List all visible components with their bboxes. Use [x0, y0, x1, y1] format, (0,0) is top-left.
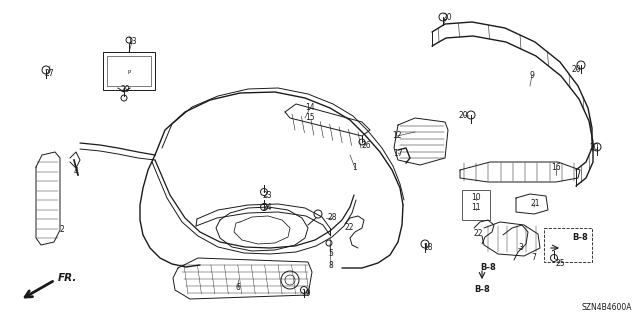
Text: P: P — [127, 70, 131, 75]
Text: 24: 24 — [262, 204, 272, 212]
Text: 22: 22 — [473, 229, 483, 239]
Text: 21: 21 — [531, 199, 540, 209]
Text: B-8: B-8 — [572, 234, 588, 242]
Text: 22: 22 — [344, 224, 354, 233]
Text: 9: 9 — [529, 70, 534, 79]
Text: 29: 29 — [120, 85, 130, 94]
Text: 26: 26 — [361, 140, 371, 150]
Text: 10: 10 — [471, 194, 481, 203]
Text: 14: 14 — [305, 103, 315, 113]
Text: 20: 20 — [458, 110, 468, 120]
Text: 8: 8 — [328, 262, 333, 271]
Text: B-8: B-8 — [474, 285, 490, 294]
Text: SZN4B4600A: SZN4B4600A — [582, 303, 632, 312]
Text: 5: 5 — [328, 249, 333, 258]
Text: 4: 4 — [74, 167, 79, 175]
Text: 7: 7 — [532, 254, 536, 263]
Text: 12: 12 — [392, 131, 402, 140]
Bar — [103, 52, 155, 90]
Text: 6: 6 — [236, 283, 241, 292]
Bar — [107, 56, 151, 86]
Text: 17: 17 — [393, 149, 403, 158]
Text: 19: 19 — [301, 288, 311, 298]
Text: 3: 3 — [518, 243, 524, 253]
Text: 23: 23 — [262, 191, 272, 201]
Text: 16: 16 — [551, 164, 561, 173]
Text: 20: 20 — [589, 143, 599, 152]
Text: FR.: FR. — [58, 273, 77, 283]
Text: 25: 25 — [555, 258, 565, 268]
Text: 28: 28 — [327, 213, 337, 222]
Text: 20: 20 — [571, 65, 581, 75]
Text: 18: 18 — [423, 242, 433, 251]
Text: 27: 27 — [44, 69, 54, 78]
Bar — [462, 190, 490, 220]
Text: 11: 11 — [471, 204, 481, 212]
Text: 20: 20 — [442, 13, 452, 23]
Text: 2: 2 — [60, 226, 65, 234]
Text: 1: 1 — [353, 164, 357, 173]
Text: 13: 13 — [127, 38, 137, 47]
Text: 15: 15 — [305, 114, 315, 122]
Bar — [544, 228, 592, 262]
Text: B-8: B-8 — [480, 263, 496, 272]
